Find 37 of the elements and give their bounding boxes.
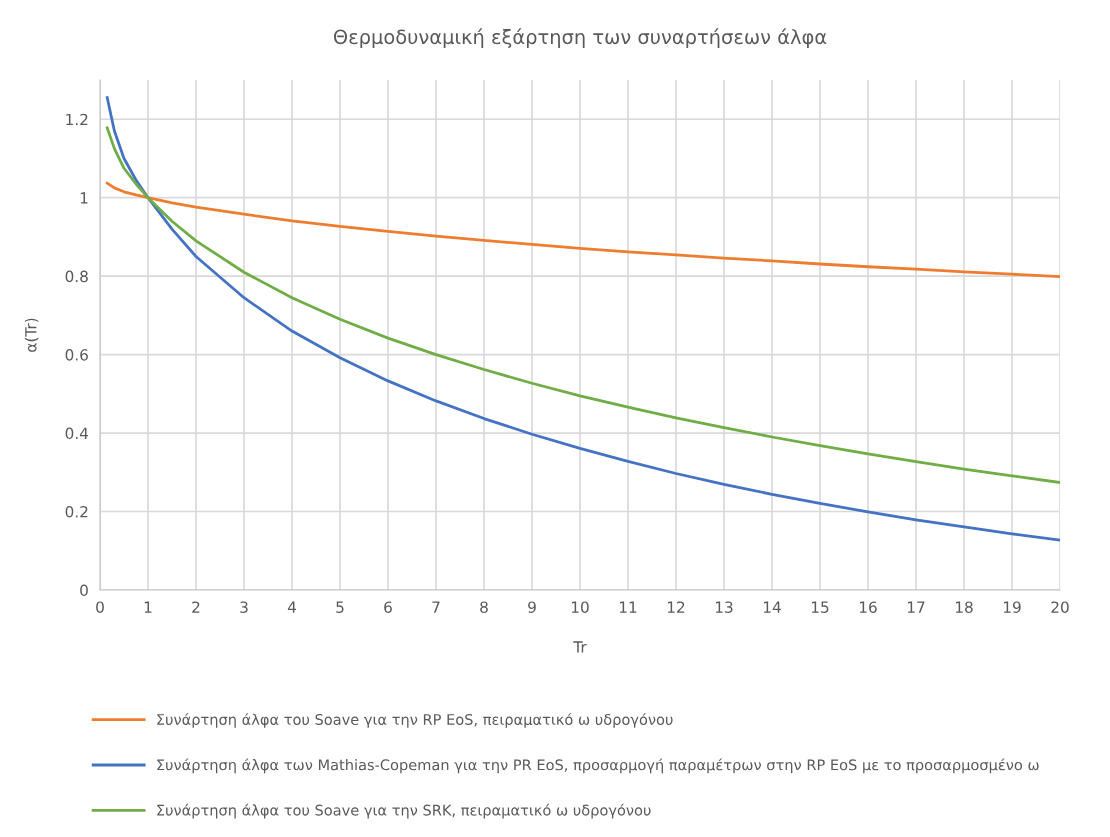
y-tick-label: 0.4	[65, 427, 89, 440]
x-tick-label: 4	[287, 601, 296, 613]
legend-label: Συνάρτηση άλφα των Mathias-Copeman για την PR EoS, προσαρμογή παραμέτρων στην RP EoS με το προσαρμοσμένο ω	[157, 758, 1039, 774]
x-tick-label: 18	[955, 601, 973, 613]
y-axis-title: α(Tr)	[24, 318, 39, 352]
x-tick-label: 0	[96, 601, 104, 613]
x-tick-label: 11	[619, 601, 637, 613]
y-tick-label: 0.2	[65, 506, 88, 518]
line-series	[105, 96, 1060, 542]
x-tick-label: 16	[859, 601, 877, 613]
x-tick-label: 5	[336, 601, 344, 613]
y-tick-label: 0	[80, 584, 88, 597]
y-tick-label: 1	[80, 192, 88, 204]
line-series	[105, 126, 1060, 484]
legend-label: Συνάρτηση άλφα του Soave για την SRK, πειραματικό ω υδρογόνου	[157, 803, 651, 819]
x-tick-label: 12	[667, 601, 685, 613]
chart-title: Θερμοδυναμική εξάρτηση των συναρτήσεων άλφα	[333, 28, 827, 48]
x-tick-label: 3	[240, 601, 248, 613]
x-tick-label: 17	[907, 601, 925, 613]
x-axis-title: Tr	[573, 641, 587, 653]
y-tick-label: 0.8	[65, 270, 88, 283]
y-tick-label: 1.2	[66, 113, 88, 126]
x-tick-label: 15	[811, 601, 829, 613]
x-tick-label: 2	[192, 601, 200, 613]
x-tick-label: 14	[763, 601, 781, 613]
x-tick-label: 20	[1051, 601, 1069, 613]
line-series	[105, 181, 1060, 278]
x-tick-label: 1	[144, 601, 152, 613]
x-tick-label: 7	[432, 601, 440, 613]
x-tick-label: 8	[480, 601, 488, 613]
x-tick-label: 13	[715, 601, 733, 613]
x-tick-label: 10	[571, 601, 589, 613]
legend-label: Συνάρτηση άλφα του Soave για την RP EoS, πειραματικό ω υδρογόνου	[157, 713, 673, 728]
x-tick-label: 9	[528, 601, 536, 613]
y-tick-label: 0.6	[65, 349, 88, 361]
x-tick-label: 19	[1003, 601, 1021, 613]
x-tick-label: 6	[384, 601, 392, 613]
